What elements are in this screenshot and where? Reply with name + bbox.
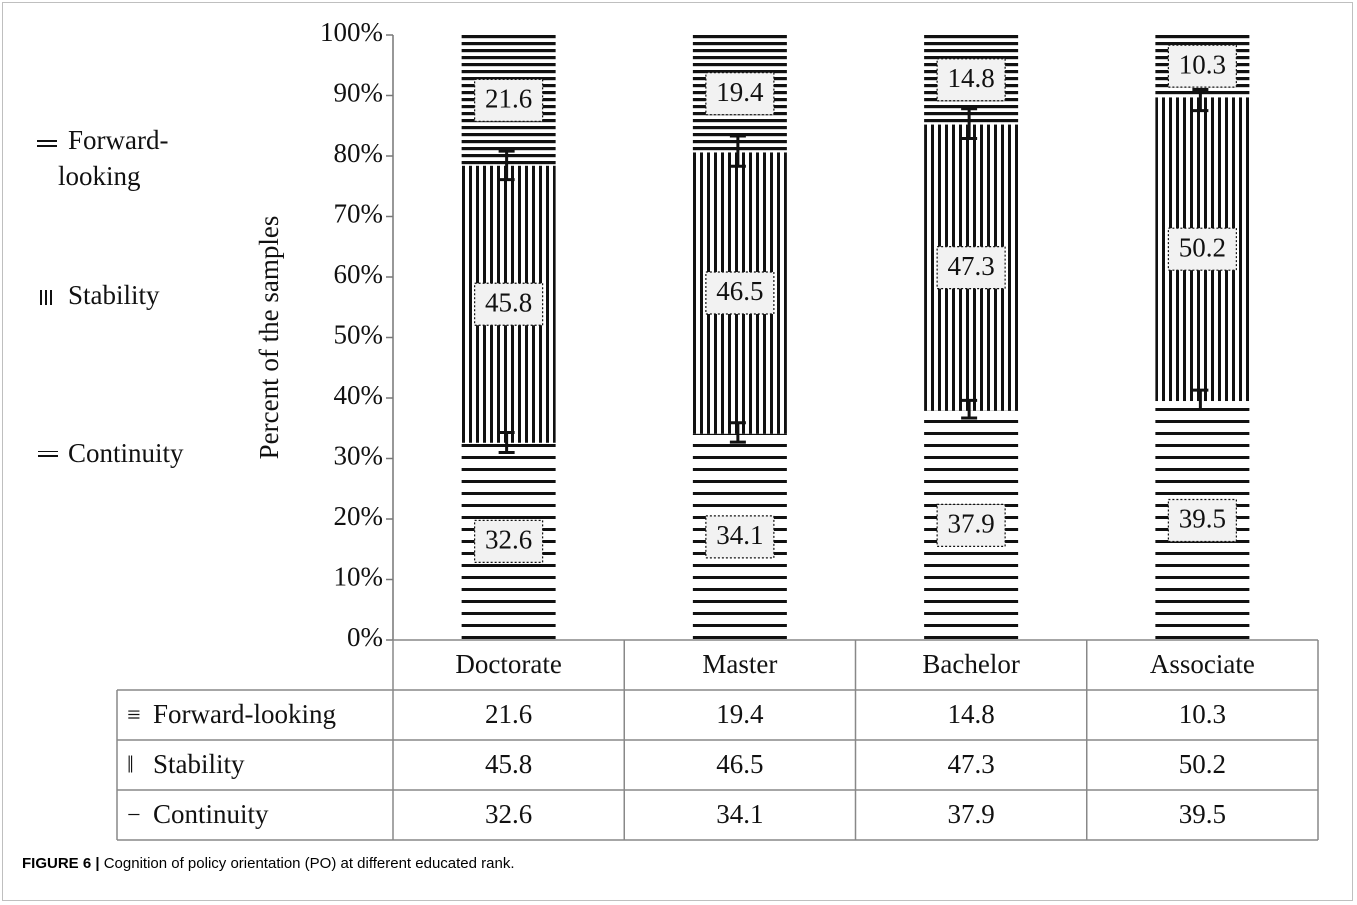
table-cell: 32.6 (485, 799, 532, 829)
data-label: 39.5 (1179, 504, 1226, 534)
y-tick-label: 40% (334, 380, 384, 410)
table-row-glyph: − (127, 803, 141, 829)
y-tick-label: 60% (334, 259, 384, 289)
y-tick-label: 80% (334, 138, 384, 168)
y-axis: 0% 10% 20% 30% 40% 50% 60% 70% 80% 90% 100% Percent… (254, 17, 394, 652)
table-cell: 37.9 (948, 799, 995, 829)
table-cell: 21.6 (485, 699, 532, 729)
data-label-box (474, 282, 544, 326)
table-cell: 10.3 (1179, 699, 1226, 729)
y-tick-label: 20% (334, 501, 384, 531)
table-header-master: Master (702, 649, 777, 679)
data-label: 50.2 (1179, 232, 1226, 262)
data-label-box (936, 246, 1006, 290)
y-tick-label: 70% (334, 199, 384, 229)
table-row-label: Forward-looking (153, 699, 336, 729)
data-table: Doctorate Master Bachelor Associate ≡ Forward… (116, 639, 1319, 841)
figure-caption: FIGURE 6 | Cognition of policy orientati… (22, 855, 515, 872)
figure-label: FIGURE 6 | (22, 855, 100, 872)
table-row-label: Stability (153, 749, 245, 779)
legend-swatch-stability (40, 290, 55, 305)
data-label-box (936, 58, 1006, 102)
legend: Forward-looking Stability Continuity (37, 125, 184, 468)
y-tick-label: 0% (347, 622, 383, 652)
data-label-box (705, 72, 775, 116)
legend-swatch-forward-looking (37, 137, 57, 149)
legend-label-line: looking (58, 161, 141, 191)
data-label: 21.6 (485, 84, 532, 114)
table-header-doctorate: Doctorate (455, 649, 561, 679)
table-cell: 50.2 (1179, 749, 1226, 779)
table-header-bachelor: Bachelor (922, 649, 1019, 679)
table-cell: 39.5 (1179, 799, 1226, 829)
data-label-box (474, 519, 544, 563)
data-label: 14.8 (948, 63, 995, 93)
y-tick-label: 90% (334, 78, 384, 108)
table-cell: 45.8 (485, 749, 532, 779)
data-label-box (705, 515, 775, 559)
legend-label-line: Forward- (68, 125, 168, 155)
data-label: 19.4 (716, 77, 764, 107)
stacked-bar-chart: Forward-looking Stability Continuity 0% 10%… (37, 17, 1319, 841)
legend-swatch-continuity (38, 451, 58, 460)
bars: 32.6 45.8 21.6 34.1 46.5 19.4 37.9 47.3 14.8 39.5… (461, 35, 1250, 640)
table-row-glyph: ‖ (127, 753, 134, 779)
y-tick-label: 10% (334, 562, 384, 592)
table-cell: 19.4 (716, 699, 764, 729)
y-axis-title: Percent of the samples (254, 216, 284, 460)
y-tick-label: 100% (320, 17, 383, 47)
data-label-box (1167, 498, 1237, 543)
data-label-box (1167, 227, 1237, 271)
legend-label: Continuity (68, 438, 184, 468)
table-row-glyph: ≡ (127, 703, 141, 729)
data-label: 32.6 (485, 525, 532, 555)
table-cell: 47.3 (948, 749, 995, 779)
data-label: 37.9 (948, 509, 995, 539)
data-label: 34.1 (716, 520, 763, 550)
legend-label: Stability (68, 280, 160, 310)
data-label-box (474, 78, 544, 122)
table-row-label: Continuity (153, 799, 269, 829)
data-label-box (1167, 44, 1237, 88)
table-header-associate: Associate (1150, 649, 1255, 679)
data-label-box (936, 503, 1006, 547)
table-cell: 14.8 (948, 699, 995, 729)
caption-text: Cognition of policy orientation (PO) at … (99, 855, 515, 872)
table-cell: 34.1 (716, 799, 763, 829)
data-label: 47.3 (948, 251, 995, 281)
data-label: 45.8 (485, 287, 532, 317)
data-label: 10.3 (1179, 49, 1226, 79)
y-tick-label: 30% (334, 441, 384, 471)
data-label: 46.5 (716, 276, 763, 306)
table-cell: 46.5 (716, 749, 763, 779)
y-tick-label: 50% (334, 320, 384, 350)
data-label-box (705, 271, 775, 315)
